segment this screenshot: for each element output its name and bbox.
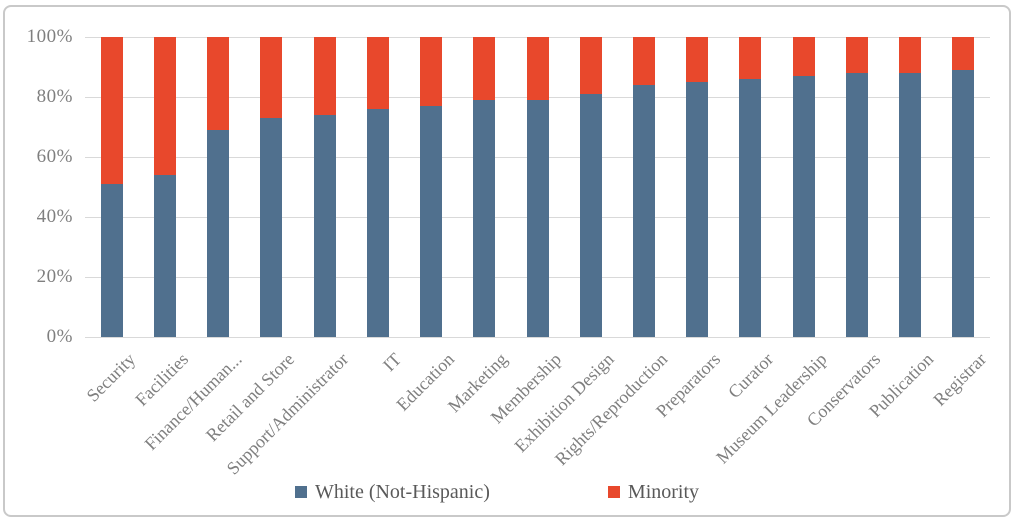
x-axis-label-registrar: Registrar — [929, 349, 991, 410]
bar-segment-minority — [632, 37, 655, 85]
stacked-bar-museum-leadership — [792, 37, 815, 337]
y-axis: 0% 20% 40% 60% 80% 100% — [5, 7, 73, 367]
bar-segment-white-not-hispanic — [845, 73, 868, 337]
y-tick-label-40: 40% — [36, 206, 73, 227]
bar-segment-minority — [100, 37, 123, 184]
bar-segment-white-not-hispanic — [952, 70, 975, 337]
stacked-bar-conservators — [845, 37, 868, 337]
stacked-bar-marketing — [473, 37, 496, 337]
y-tick-label-60: 60% — [36, 146, 73, 167]
stacked-bar-rights-reproduction — [632, 37, 655, 337]
bar-segment-minority — [792, 37, 815, 76]
stacked-bar-education — [420, 37, 443, 337]
bar-segment-white-not-hispanic — [100, 184, 123, 337]
x-axis-label-security: Security — [82, 349, 139, 406]
bar-segment-white-not-hispanic — [526, 100, 549, 337]
bar-segment-minority — [207, 37, 230, 130]
bar-segment-white-not-hispanic — [579, 94, 602, 337]
stacked-bar-preparators — [686, 37, 709, 337]
bar-segment-minority — [739, 37, 762, 79]
stacked-bar-security — [100, 37, 123, 337]
stacked-bar-it — [366, 37, 389, 337]
bar-segment-minority — [260, 37, 283, 118]
bar-segment-white-not-hispanic — [473, 100, 496, 337]
bar-segment-white-not-hispanic — [420, 106, 443, 337]
y-tick-label-80: 80% — [36, 86, 73, 107]
stacked-bar-publication — [899, 37, 922, 337]
stacked-bar-finance-human — [207, 37, 230, 337]
bar-segment-minority — [420, 37, 443, 106]
bar-segment-white-not-hispanic — [153, 175, 176, 337]
legend-swatch-minority — [607, 486, 620, 498]
bar-segment-white-not-hispanic — [260, 118, 283, 337]
y-tick-label-20: 20% — [36, 266, 73, 287]
stacked-bar-exhibition-design — [579, 37, 602, 337]
bar-segment-minority — [579, 37, 602, 94]
bar-segment-minority — [899, 37, 922, 73]
stacked-bar-retail-and-store — [260, 37, 283, 337]
gridline-0 — [85, 337, 990, 338]
y-tick-label-100: 100% — [26, 26, 73, 47]
bar-segment-minority — [153, 37, 176, 175]
bar-segment-white-not-hispanic — [313, 115, 336, 337]
chart-card: 0% 20% 40% 60% 80% 100% Security Facilities Fin… — [3, 5, 1011, 517]
legend-label-white-not-hispanic: White (Not-Hispanic) — [314, 481, 490, 503]
stacked-bar-curator — [739, 37, 762, 337]
stacked-bar-registrar — [952, 37, 975, 337]
x-axis-label-finance-human: Finance/Human... — [140, 349, 246, 454]
bar-segment-minority — [473, 37, 496, 100]
legend-label-minority: Minority — [627, 481, 700, 503]
bar-segment-white-not-hispanic — [632, 85, 655, 337]
legend-swatch-white-not-hispanic — [294, 486, 307, 498]
stacked-bar-support-administrator — [313, 37, 336, 337]
bar-segment-white-not-hispanic — [899, 73, 922, 337]
bar-segment-minority — [952, 37, 975, 70]
bar-segment-white-not-hispanic — [366, 109, 389, 337]
x-axis-label-it: IT — [378, 349, 405, 376]
bar-segment-minority — [313, 37, 336, 115]
legend: White (Not-Hispanic) Minority — [0, 480, 999, 504]
legend-item-white-not-hispanic: White (Not-Hispanic) — [294, 480, 490, 504]
bar-segment-white-not-hispanic — [207, 130, 230, 337]
stacked-bar-facilities — [153, 37, 176, 337]
bar-segment-minority — [366, 37, 389, 109]
bar-segment-white-not-hispanic — [792, 76, 815, 337]
legend-item-minority: Minority — [607, 480, 700, 504]
bar-segment-minority — [845, 37, 868, 73]
plot-area — [85, 37, 990, 338]
staff-diversity-stacked-bar-chart: 0% 20% 40% 60% 80% 100% Security Facilities Fin… — [5, 7, 1009, 515]
bar-segment-minority — [686, 37, 709, 82]
bar-segment-minority — [526, 37, 549, 100]
bar-segment-white-not-hispanic — [686, 82, 709, 337]
x-axis: Security Facilities Finance/Human... Retail… — [5, 349, 1014, 479]
y-tick-label-0: 0% — [46, 326, 73, 347]
bar-segment-white-not-hispanic — [739, 79, 762, 337]
stacked-bar-membership — [526, 37, 549, 337]
